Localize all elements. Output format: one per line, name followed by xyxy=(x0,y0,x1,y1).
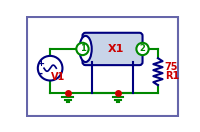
Text: X1: X1 xyxy=(107,44,124,54)
Text: 1: 1 xyxy=(80,44,85,53)
Circle shape xyxy=(136,43,149,55)
Text: 75: 75 xyxy=(165,62,178,72)
Text: 2: 2 xyxy=(140,44,145,53)
Text: R1: R1 xyxy=(165,71,179,81)
FancyBboxPatch shape xyxy=(27,17,178,116)
Circle shape xyxy=(38,56,62,81)
Text: V1: V1 xyxy=(51,72,65,82)
Text: +: + xyxy=(37,59,44,68)
FancyBboxPatch shape xyxy=(82,33,143,65)
Text: -: - xyxy=(38,69,42,79)
Ellipse shape xyxy=(79,36,92,62)
Circle shape xyxy=(76,43,89,55)
